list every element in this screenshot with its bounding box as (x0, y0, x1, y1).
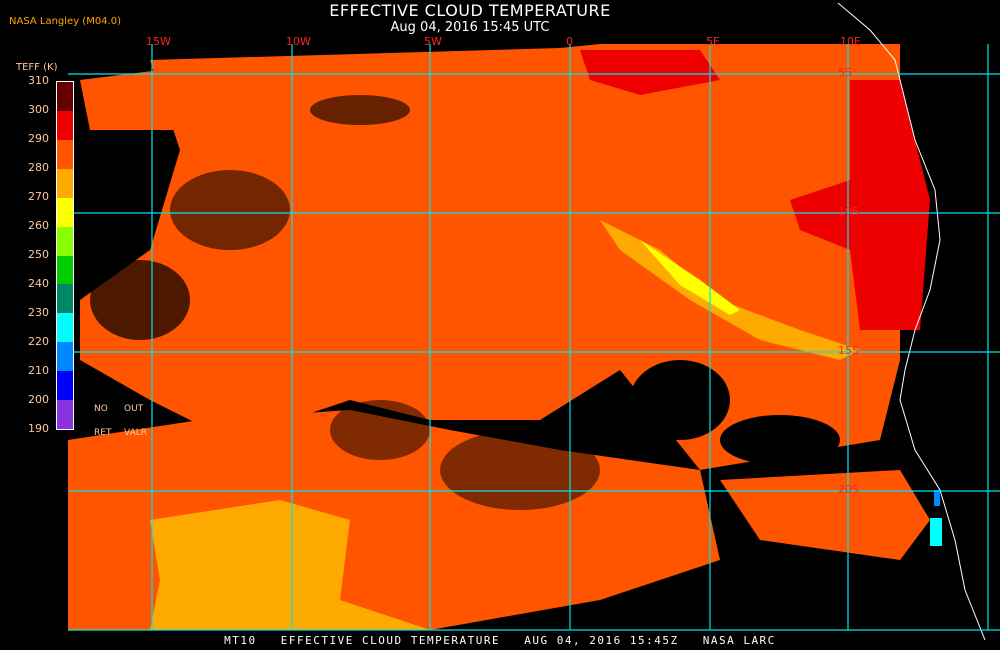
no-label: NO (94, 404, 108, 414)
lat-lon-grid (68, 44, 1000, 631)
footer-name: EFFECTIVE CLOUD TEMPERATURE (280, 634, 501, 647)
ret-label: RET (94, 428, 112, 438)
colorbar-bin (57, 342, 73, 372)
lat-label-20s: 20S (838, 483, 859, 496)
colorbar-tick: 260 (28, 219, 49, 232)
colorbar-bin (57, 82, 73, 111)
colorbar-tick: 230 (28, 306, 49, 319)
colorbar-tick: 290 (28, 132, 49, 145)
colorbar-tick: 280 (28, 161, 49, 174)
colorbar-bin (57, 313, 73, 343)
lon-label-10w: 10W (286, 35, 311, 48)
map-subtitle: Aug 04, 2016 15:45 UTC (390, 20, 550, 35)
coastline (837, 2, 986, 641)
colorbar-tick: 310 (28, 74, 49, 87)
colorbar-tick: 300 (28, 103, 49, 116)
colorbar-tick: 250 (28, 248, 49, 261)
colorbar-bin (57, 139, 73, 169)
lon-label-0: 0 (566, 35, 573, 48)
colorbar-tick: 240 (28, 277, 49, 290)
colorbar-bin (57, 400, 73, 430)
lon-label-5e: 5E (706, 35, 720, 48)
lat-label-15s: 15S (838, 344, 859, 357)
colorbar-bin (57, 284, 73, 314)
colorbar-tick: 220 (28, 335, 49, 348)
organization-label: NASA Langley (M04.0) (9, 16, 121, 27)
lat-label-5s: 5S (838, 66, 852, 79)
lon-label-15w: 15W (146, 35, 171, 48)
footer-product: MT10 (224, 634, 257, 647)
map-title: EFFECTIVE CLOUD TEMPERATURE (329, 1, 611, 20)
colorbar-tick: 200 (28, 393, 49, 406)
out-label: OUT (124, 404, 144, 414)
footer-caption: MT10 EFFECTIVE CLOUD TEMPERATURE AUG 04,… (0, 634, 1000, 647)
colorbar-bin (57, 168, 73, 198)
colorbar-tick: 190 (28, 422, 49, 435)
cloud-field (68, 44, 1000, 630)
footer-datetime: AUG 04, 2016 15:45Z (524, 634, 679, 647)
colorbar-tick: 270 (28, 190, 49, 203)
colorbar-tick: 210 (28, 364, 49, 377)
lon-label-5w: 5W (424, 35, 442, 48)
lat-label-10s: 10S (838, 205, 859, 218)
footer-source: NASA LARC (702, 634, 776, 647)
colorbar-bin (57, 226, 73, 256)
colorbar-bin (57, 255, 73, 285)
lon-label-10e: 10E (840, 35, 861, 48)
colorbar (56, 81, 74, 430)
colorbar-label: TEFF (K) (16, 62, 58, 73)
colorbar-bin (57, 371, 73, 401)
colorbar-bin (57, 197, 73, 227)
colorbar-bin (57, 110, 73, 140)
valr-label: VALR (124, 428, 148, 438)
